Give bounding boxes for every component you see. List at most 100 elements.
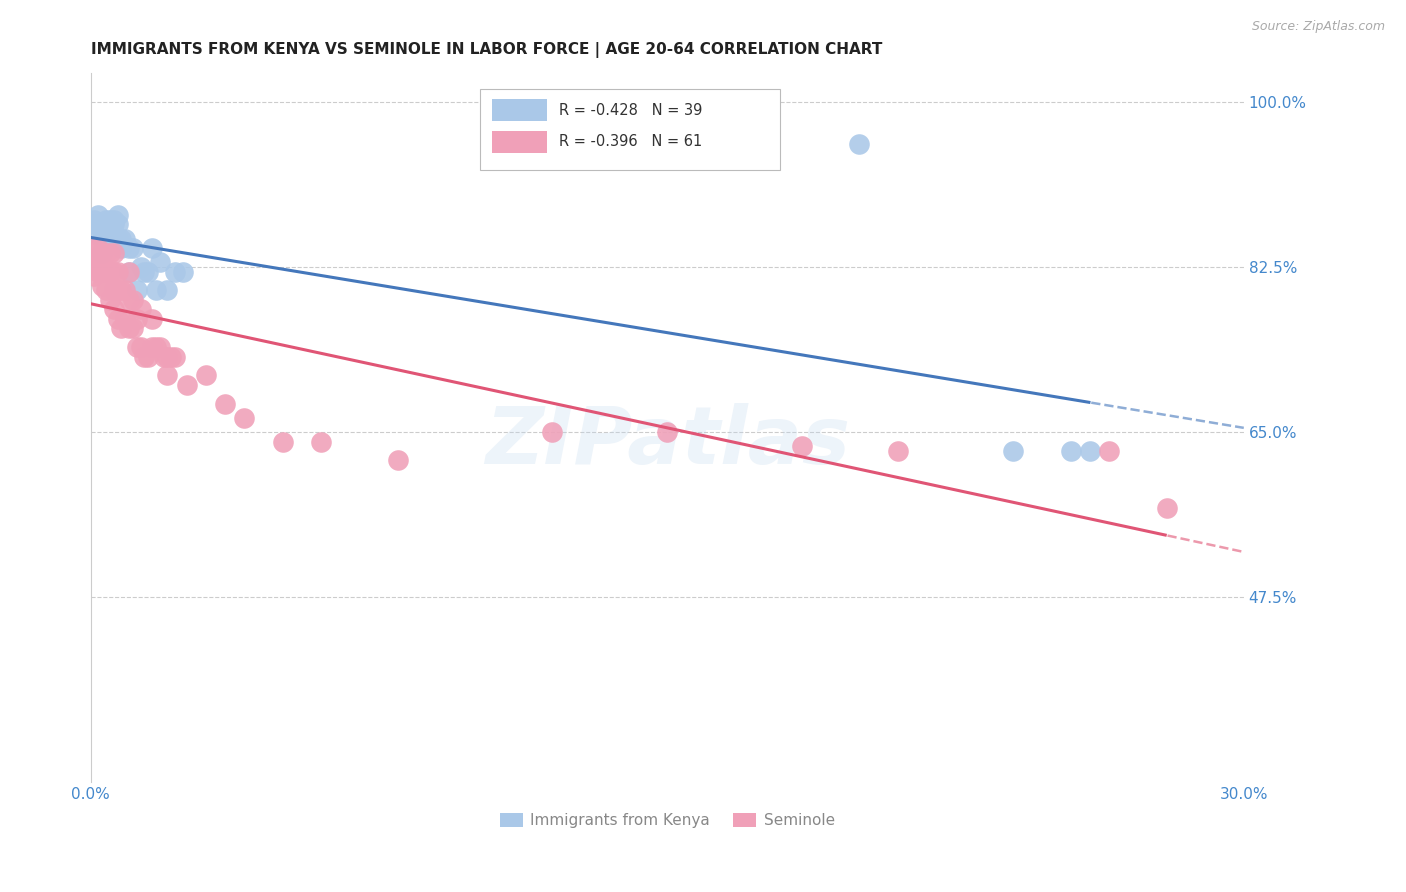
- Point: [122, 293, 145, 307]
- Point: [1098, 444, 1121, 458]
- Point: [1078, 444, 1101, 458]
- Point: [176, 378, 198, 392]
- Point: [110, 231, 132, 245]
- Point: [165, 350, 187, 364]
- Point: [657, 425, 679, 439]
- Point: [110, 284, 132, 298]
- Point: [94, 218, 117, 232]
- Point: [91, 218, 114, 232]
- Point: [91, 264, 114, 278]
- Point: [103, 231, 125, 245]
- Point: [118, 264, 141, 278]
- Point: [129, 302, 152, 317]
- Point: [141, 340, 163, 354]
- Point: [114, 284, 136, 298]
- Point: [118, 293, 141, 307]
- Point: [103, 245, 125, 260]
- FancyBboxPatch shape: [492, 99, 547, 121]
- Point: [98, 227, 121, 241]
- Point: [87, 227, 110, 241]
- Text: ZIPatlas: ZIPatlas: [485, 402, 849, 481]
- Point: [118, 264, 141, 278]
- Point: [156, 284, 179, 298]
- Point: [136, 264, 159, 278]
- Point: [160, 350, 183, 364]
- Text: R = -0.428   N = 39: R = -0.428 N = 39: [558, 103, 702, 118]
- Point: [118, 321, 141, 335]
- Point: [152, 350, 174, 364]
- Point: [87, 241, 110, 255]
- Point: [114, 231, 136, 245]
- Point: [94, 284, 117, 298]
- Point: [103, 218, 125, 232]
- Point: [194, 368, 217, 383]
- Point: [122, 321, 145, 335]
- Point: [271, 434, 294, 449]
- Point: [118, 241, 141, 255]
- FancyBboxPatch shape: [481, 89, 780, 170]
- Point: [103, 284, 125, 298]
- Point: [122, 241, 145, 255]
- Point: [98, 231, 121, 245]
- Point: [107, 264, 129, 278]
- Point: [165, 264, 187, 278]
- Point: [309, 434, 332, 449]
- Point: [1060, 444, 1083, 458]
- FancyBboxPatch shape: [492, 130, 547, 153]
- Point: [156, 350, 179, 364]
- Point: [94, 245, 117, 260]
- Point: [94, 264, 117, 278]
- Point: [129, 340, 152, 354]
- Point: [103, 302, 125, 317]
- Point: [125, 284, 148, 298]
- Point: [129, 260, 152, 274]
- Point: [172, 264, 194, 278]
- Point: [145, 340, 167, 354]
- Point: [91, 245, 114, 260]
- Point: [87, 264, 110, 278]
- Point: [83, 241, 105, 255]
- Point: [83, 255, 105, 269]
- Point: [1002, 444, 1025, 458]
- Point: [149, 340, 172, 354]
- Point: [103, 212, 125, 227]
- Point: [83, 269, 105, 284]
- Point: [91, 278, 114, 293]
- Text: IMMIGRANTS FROM KENYA VS SEMINOLE IN LABOR FORCE | AGE 20-64 CORRELATION CHART: IMMIGRANTS FROM KENYA VS SEMINOLE IN LAB…: [90, 42, 882, 58]
- Point: [214, 397, 236, 411]
- Point: [83, 218, 105, 232]
- Point: [98, 293, 121, 307]
- Point: [110, 321, 132, 335]
- Point: [98, 264, 121, 278]
- Point: [134, 264, 156, 278]
- Point: [98, 212, 121, 227]
- Point: [136, 350, 159, 364]
- Point: [156, 368, 179, 383]
- Point: [94, 227, 117, 241]
- Point: [103, 264, 125, 278]
- Point: [149, 255, 172, 269]
- Point: [125, 340, 148, 354]
- Point: [141, 241, 163, 255]
- Point: [91, 255, 114, 269]
- Point: [790, 439, 813, 453]
- Legend: Immigrants from Kenya, Seminole: Immigrants from Kenya, Seminole: [494, 807, 841, 834]
- Point: [98, 245, 121, 260]
- Point: [91, 245, 114, 260]
- Point: [387, 453, 409, 467]
- Point: [541, 425, 564, 439]
- Point: [145, 284, 167, 298]
- Point: [141, 311, 163, 326]
- Point: [107, 208, 129, 222]
- Point: [87, 251, 110, 265]
- Point: [125, 311, 148, 326]
- Point: [110, 241, 132, 255]
- Point: [107, 311, 129, 326]
- Text: R = -0.396   N = 61: R = -0.396 N = 61: [558, 135, 702, 150]
- Point: [83, 212, 105, 227]
- Point: [134, 350, 156, 364]
- Point: [98, 264, 121, 278]
- Point: [87, 208, 110, 222]
- Text: Source: ZipAtlas.com: Source: ZipAtlas.com: [1251, 20, 1385, 33]
- Point: [114, 311, 136, 326]
